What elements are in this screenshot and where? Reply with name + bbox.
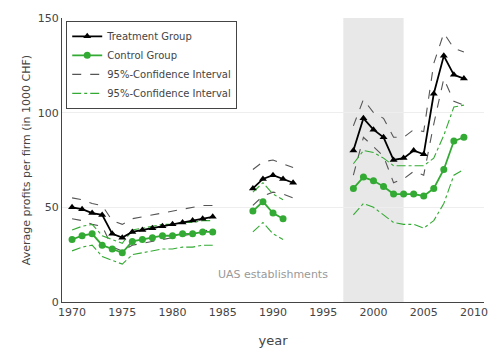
svg-text:1990: 1990 [259, 306, 287, 319]
svg-text:50: 50 [45, 201, 59, 214]
svg-text:150: 150 [38, 12, 59, 25]
svg-text:100: 100 [38, 107, 59, 120]
svg-text:Average profits per firm (in 1: Average profits per firm (in 1000 CHF) [20, 55, 33, 265]
svg-text:1980: 1980 [159, 306, 187, 319]
svg-text:UAS establishments: UAS establishments [218, 268, 328, 281]
svg-text:year: year [258, 333, 288, 348]
svg-text:2005: 2005 [410, 306, 438, 319]
svg-text:1975: 1975 [108, 306, 136, 319]
svg-text:1995: 1995 [309, 306, 337, 319]
svg-text:0: 0 [52, 296, 59, 309]
svg-text:95%-Confidence Interval: 95%-Confidence Interval [107, 69, 231, 80]
svg-text:2010: 2010 [460, 306, 488, 319]
svg-text:1970: 1970 [58, 306, 86, 319]
svg-text:Treatment Group: Treatment Group [106, 31, 192, 42]
svg-text:1985: 1985 [209, 306, 237, 319]
svg-text:95%-Confidence Interval: 95%-Confidence Interval [107, 88, 231, 99]
svg-text:2000: 2000 [359, 306, 387, 319]
svg-text:Control Group: Control Group [107, 50, 177, 61]
